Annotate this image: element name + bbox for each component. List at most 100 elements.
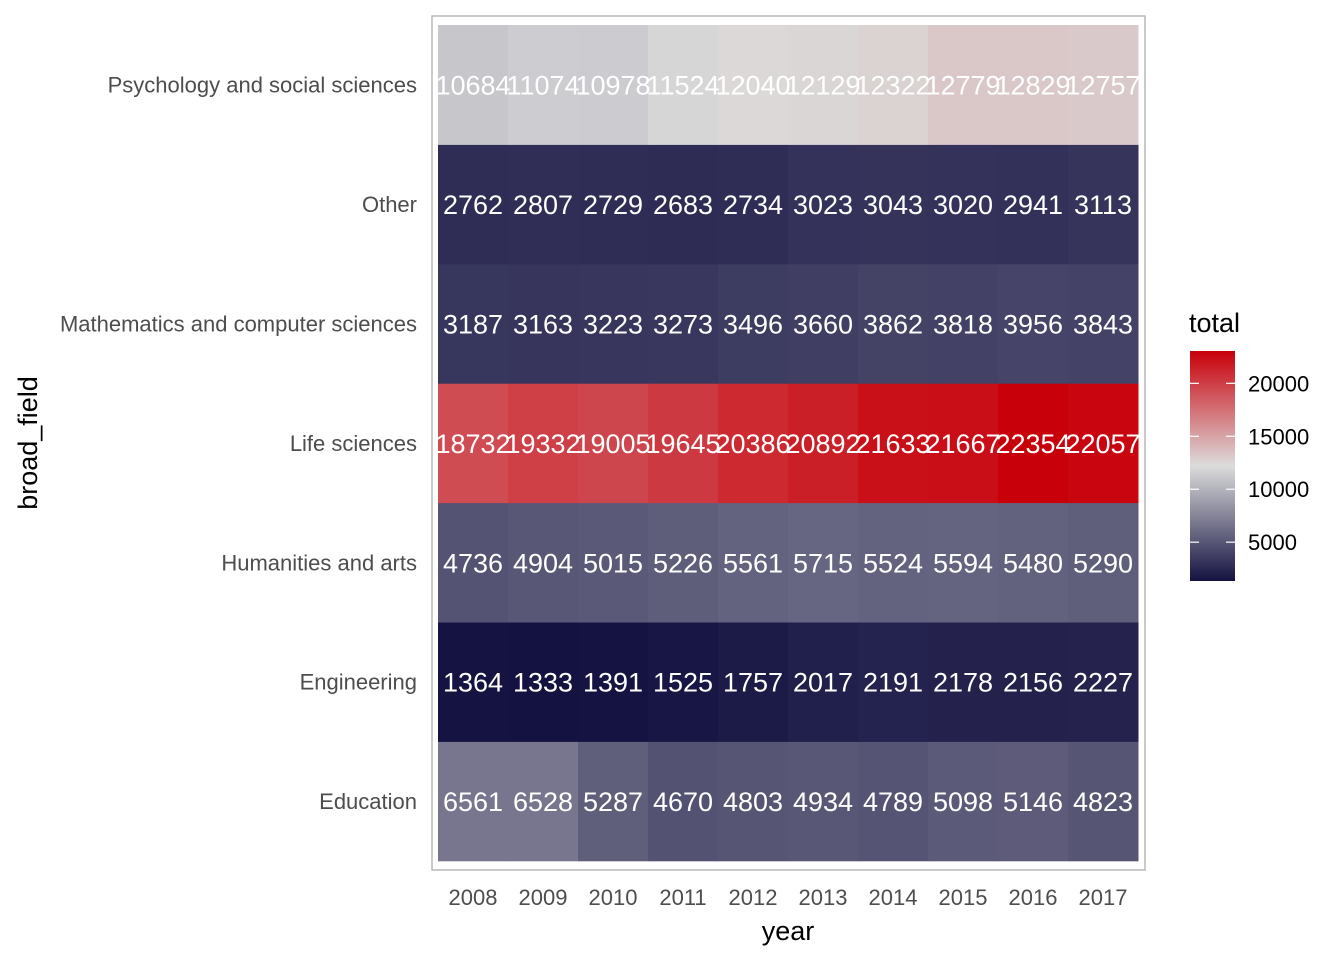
cell-value-label: 2729 (583, 190, 643, 220)
heatmap-cell-education-2015 (928, 741, 999, 862)
heatmap-cell-other-2012 (718, 144, 789, 265)
heatmap-cell-humanities-and-arts-2009 (508, 502, 579, 623)
heatmap-cell-mathematics-and-computer-sciences-2015 (928, 263, 999, 384)
legend-tick-label: 15000 (1248, 424, 1309, 449)
cell-labels: 6561 6528 5287 4670 4803 4934 4789 5098 5146 4823… (435, 71, 1140, 817)
cell-value-label: 3496 (723, 310, 783, 340)
cell-value-label: 2762 (443, 190, 503, 220)
heatmap-cell-engineering-2013 (788, 622, 859, 742)
heatmap-cell-other-2010 (578, 144, 649, 265)
cell-value-label: 20386 (715, 429, 790, 459)
heatmap-cell-engineering-2010 (578, 622, 649, 742)
heatmap-cell-life-sciences-2017 (1068, 383, 1139, 504)
heatmap-cell-other-2014 (858, 144, 929, 265)
legend-colorbar (1190, 351, 1235, 581)
cell-value-label: 12129 (785, 71, 860, 101)
cell-value-label: 3020 (933, 190, 993, 220)
cell-value-label: 4904 (513, 548, 573, 578)
cell-value-label: 5290 (1073, 548, 1133, 578)
cell-value-label: 2191 (863, 668, 923, 698)
cell-value-label: 2017 (793, 668, 853, 698)
cell-value-label: 3163 (513, 310, 573, 340)
heatmap-cell-mathematics-and-computer-sciences-2008 (438, 263, 509, 384)
cell-value-label: 3956 (1003, 310, 1063, 340)
heatmap-cell-mathematics-and-computer-sciences-2012 (718, 263, 789, 384)
cell-value-label: 3660 (793, 310, 853, 340)
cell-value-label: 5594 (933, 548, 993, 578)
heatmap-cell-education-2017 (1068, 741, 1139, 862)
heatmap-cell-mathematics-and-computer-sciences-2011 (648, 263, 719, 384)
heatmap-cell-humanities-and-arts-2015 (928, 502, 999, 623)
heatmap-cell-engineering-2015 (928, 622, 999, 742)
heatmap-cell-psychology-and-social-sciences-2009 (508, 25, 579, 145)
cell-value-label: 3113 (1074, 190, 1132, 220)
cell-value-label: 2227 (1073, 668, 1133, 698)
y-tick-label: Humanities and arts (221, 550, 417, 575)
heatmap-cell-other-2017 (1068, 144, 1139, 265)
cell-value-label: 6561 (443, 787, 503, 817)
cell-value-label: 1333 (513, 668, 573, 698)
x-tick-label: 2011 (659, 885, 706, 910)
cell-value-label: 3023 (793, 190, 853, 220)
heatmap-cell-education-2011 (648, 741, 719, 862)
x-tick-label: 2008 (449, 885, 498, 910)
heatmap-cell-other-2008 (438, 144, 509, 265)
heatmap-cell-psychology-and-social-sciences-2011 (648, 25, 719, 145)
heatmap-cell-humanities-and-arts-2016 (998, 502, 1069, 623)
cell-value-label: 3843 (1073, 310, 1133, 340)
heatmap-cell-humanities-and-arts-2017 (1068, 502, 1139, 623)
heatmap-cell-life-sciences-2008 (438, 383, 509, 504)
heatmap-cell-psychology-and-social-sciences-2016 (998, 25, 1069, 145)
heatmap-cell-life-sciences-2009 (508, 383, 579, 504)
x-tick-label: 2016 (1009, 885, 1058, 910)
cell-value-label: 19332 (505, 429, 580, 459)
cell-value-label: 2734 (723, 190, 783, 220)
y-tick-label: Other (362, 192, 417, 217)
cell-value-label: 19645 (645, 429, 720, 459)
x-tick-label: 2013 (799, 885, 848, 910)
cell-value-label: 5524 (863, 548, 923, 578)
heatmap-cell-psychology-and-social-sciences-2012 (718, 25, 789, 145)
heatmap-cell-life-sciences-2013 (788, 383, 859, 504)
heatmap-cell-humanities-and-arts-2008 (438, 502, 509, 623)
y-axis-ticks: Education Engineering Humanities and arts L… (60, 73, 417, 814)
heatmap-cell-engineering-2014 (858, 622, 929, 742)
heatmap-cell-humanities-and-arts-2013 (788, 502, 859, 623)
cell-value-label: 12322 (855, 71, 930, 101)
cell-value-label: 3273 (653, 310, 713, 340)
cell-value-label: 3862 (863, 310, 923, 340)
x-axis-ticks: 2008 2009 2010 2011 2012 2013 2014 2015 2016 2017 (449, 885, 1128, 910)
cell-value-label: 6528 (513, 787, 573, 817)
cell-value-label: 4670 (653, 787, 713, 817)
y-axis-title: broad_field (13, 376, 43, 510)
cell-value-label: 5287 (583, 787, 643, 817)
cell-value-label: 4934 (793, 787, 853, 817)
cell-value-label: 1364 (443, 668, 503, 698)
heatmap-cell-education-2009 (508, 741, 579, 862)
cell-value-label: 12757 (1065, 71, 1140, 101)
heatmap-cell-engineering-2017 (1068, 622, 1139, 742)
heatmap-cell-other-2015 (928, 144, 999, 265)
heatmap-cell-humanities-and-arts-2011 (648, 502, 719, 623)
heatmap-cell-humanities-and-arts-2012 (718, 502, 789, 623)
cell-value-label: 5561 (723, 548, 783, 578)
cell-value-label: 21633 (855, 429, 930, 459)
heatmap-cell-education-2010 (578, 741, 649, 862)
heatmap-cell-engineering-2012 (718, 622, 789, 742)
cell-value-label: 10978 (575, 71, 650, 101)
heatmap-cell-other-2011 (648, 144, 719, 265)
heatmap-cell-other-2013 (788, 144, 859, 265)
cell-value-label: 4823 (1073, 787, 1133, 817)
cell-value-label: 19005 (575, 429, 650, 459)
heatmap-cell-psychology-and-social-sciences-2017 (1068, 25, 1139, 145)
heatmap-cell-psychology-and-social-sciences-2013 (788, 25, 859, 145)
legend-title: total (1189, 308, 1240, 338)
cell-value-label: 5226 (653, 548, 713, 578)
heatmap-cell-other-2009 (508, 144, 579, 265)
cell-value-label: 12779 (925, 71, 1000, 101)
heatmap-cells (438, 25, 1139, 862)
heatmap-cell-other-2016 (998, 144, 1069, 265)
heatmap-cell-life-sciences-2012 (718, 383, 789, 504)
cell-value-label: 3187 (443, 310, 503, 340)
